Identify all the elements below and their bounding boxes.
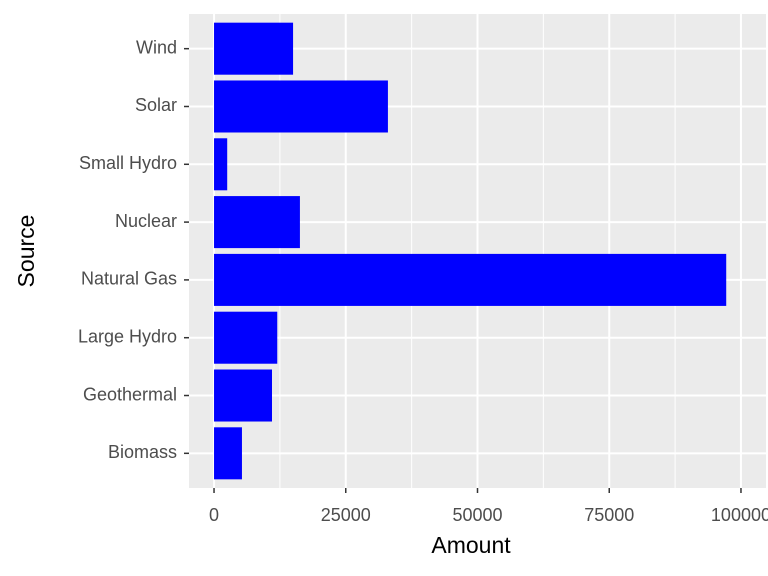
x-axis-title: Amount [431, 532, 511, 558]
bar [214, 138, 228, 191]
x-tick-label: 50000 [452, 505, 502, 525]
y-tick-label: Small Hydro [79, 153, 177, 173]
x-tick-label: 25000 [321, 505, 371, 525]
bar [214, 427, 242, 480]
y-tick-label: Geothermal [83, 384, 177, 404]
x-tick-label: 0 [209, 505, 219, 525]
y-tick-label: Nuclear [115, 211, 177, 231]
y-tick-label: Wind [136, 37, 177, 57]
y-tick-label: Solar [135, 95, 177, 115]
bar [214, 22, 294, 75]
bar [214, 311, 278, 364]
x-tick-label: 75000 [584, 505, 634, 525]
x-tick-label: 100000 [711, 505, 768, 525]
y-axis-title: Source [13, 215, 39, 288]
y-tick-label: Natural Gas [81, 269, 177, 289]
y-tick-label: Large Hydro [78, 326, 177, 346]
bar [214, 196, 300, 249]
bar [214, 253, 727, 306]
y-tick-label: Biomass [108, 442, 177, 462]
bar [214, 80, 388, 133]
bar [214, 369, 272, 422]
